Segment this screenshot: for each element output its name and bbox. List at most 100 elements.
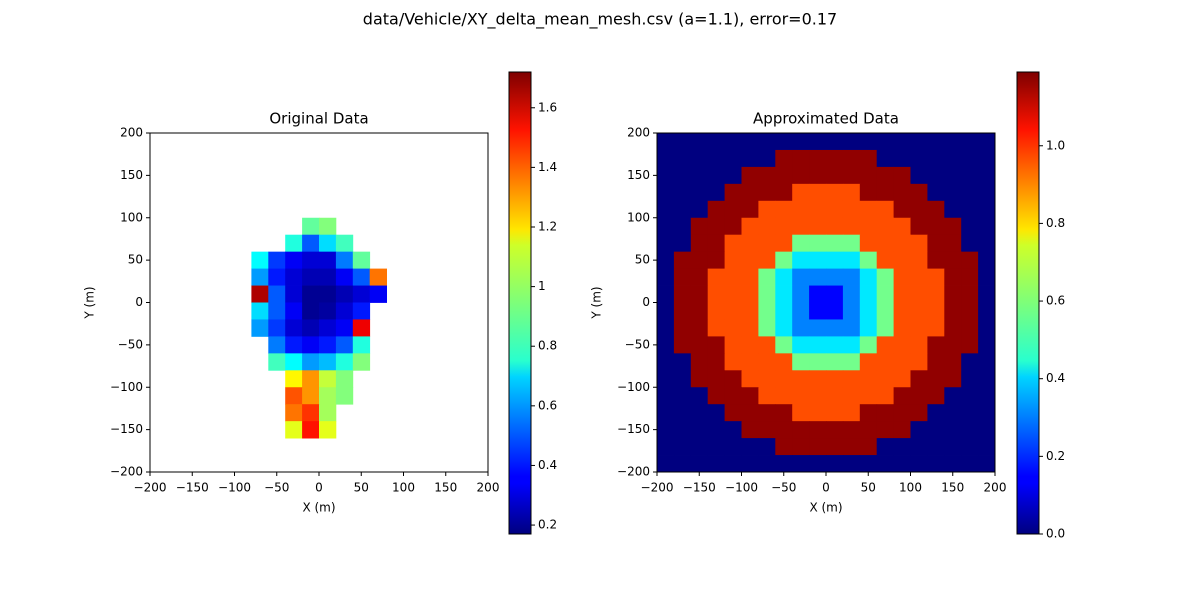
- heat-cell: [335, 251, 354, 269]
- heat-cell: [792, 217, 810, 236]
- heat-cell: [319, 302, 337, 320]
- heat-cell: [690, 285, 709, 303]
- heat-cell: [690, 251, 709, 269]
- heat-cell: [707, 455, 725, 473]
- heat-cell: [893, 336, 911, 354]
- heat-cell: [842, 149, 861, 168]
- heat-cell: [758, 319, 776, 337]
- heat-cell: [893, 166, 911, 185]
- heat-cell: [859, 319, 878, 337]
- heat-cell: [961, 234, 979, 253]
- heat-cell: [944, 319, 962, 337]
- heat-cell: [978, 234, 996, 253]
- heat-cell: [775, 302, 793, 320]
- heat-cell: [690, 404, 709, 422]
- heat-cell: [826, 438, 844, 456]
- heat-cell: [792, 149, 810, 168]
- heat-cell: [961, 285, 979, 303]
- heat-cell: [893, 302, 911, 320]
- heat-cell: [842, 200, 861, 219]
- heat-cell: [927, 336, 945, 354]
- heat-cell: [285, 387, 303, 405]
- heat-cell: [319, 268, 337, 286]
- heat-cell: [842, 421, 861, 439]
- heat-cell: [657, 404, 675, 422]
- heat-cell: [944, 404, 962, 422]
- heat-cell: [961, 268, 979, 286]
- heat-cell: [944, 251, 962, 269]
- y-tick-label: −150: [110, 422, 143, 436]
- heat-cell: [809, 353, 827, 371]
- heat-cell: [978, 302, 996, 320]
- heat-cell: [826, 455, 844, 473]
- heat-cell: [707, 285, 725, 303]
- heat-cell: [792, 200, 810, 219]
- heat-cell: [724, 421, 742, 439]
- heat-cell: [657, 133, 675, 151]
- heat-cell: [657, 234, 675, 253]
- heat-cell: [741, 149, 759, 168]
- y-tick-label: −200: [110, 465, 143, 479]
- y-tick-label: 200: [627, 126, 650, 140]
- heat-cell: [758, 370, 776, 388]
- heat-cell: [809, 370, 827, 388]
- heat-cell: [944, 421, 962, 439]
- heat-cell: [724, 133, 742, 151]
- heat-cell: [251, 285, 269, 303]
- heat-cell: [876, 200, 894, 219]
- x-tick-label: 50: [861, 481, 876, 495]
- heat-cell: [910, 353, 928, 371]
- heat-cell: [673, 200, 692, 219]
- heat-cell: [741, 285, 759, 303]
- heat-cell: [910, 319, 928, 337]
- heat-cell: [927, 421, 945, 439]
- heat-cell: [758, 455, 776, 473]
- heat-cell: [842, 387, 861, 405]
- heat-cell: [910, 455, 928, 473]
- heat-cell: [859, 302, 878, 320]
- heat-cell: [707, 217, 725, 236]
- heat-cell: [335, 285, 354, 303]
- heat-cell: [893, 438, 911, 456]
- heat-cell: [792, 370, 810, 388]
- heat-cell: [707, 302, 725, 320]
- heat-cell: [707, 353, 725, 371]
- heat-cell: [775, 336, 793, 354]
- heat-cell: [842, 353, 861, 371]
- heat-cell: [657, 166, 675, 185]
- heat-cell: [927, 319, 945, 337]
- heat-cell: [707, 200, 725, 219]
- heat-cell: [876, 183, 894, 202]
- heat-cell: [792, 268, 810, 286]
- heat-cell: [657, 387, 675, 405]
- heat-cell: [876, 302, 894, 320]
- heat-cell: [352, 319, 371, 337]
- heat-cell: [775, 455, 793, 473]
- heat-cell: [910, 200, 928, 219]
- heat-cell: [335, 302, 354, 320]
- heat-cell: [809, 166, 827, 185]
- heat-cell: [268, 285, 286, 303]
- heat-cell: [741, 200, 759, 219]
- heat-cell: [910, 166, 928, 185]
- heat-cell: [978, 421, 996, 439]
- heat-cell: [775, 183, 793, 202]
- heat-cell: [690, 438, 709, 456]
- heat-cell: [792, 166, 810, 185]
- y-axis-label: Y (m): [83, 286, 97, 319]
- heat-cell: [673, 353, 692, 371]
- heat-cell: [876, 285, 894, 303]
- y-tick-label: 50: [128, 253, 143, 267]
- heat-cell: [302, 319, 320, 337]
- heat-cell: [978, 455, 996, 473]
- heat-cell: [944, 183, 962, 202]
- heat-cell: [961, 133, 979, 151]
- heat-cell: [859, 149, 878, 168]
- heat-cell: [910, 404, 928, 422]
- colorbar-tick-label: 0.8: [538, 339, 557, 353]
- heat-cell: [910, 149, 928, 168]
- heat-cell: [741, 234, 759, 253]
- heat-cell: [285, 268, 303, 286]
- heat-cell: [707, 438, 725, 456]
